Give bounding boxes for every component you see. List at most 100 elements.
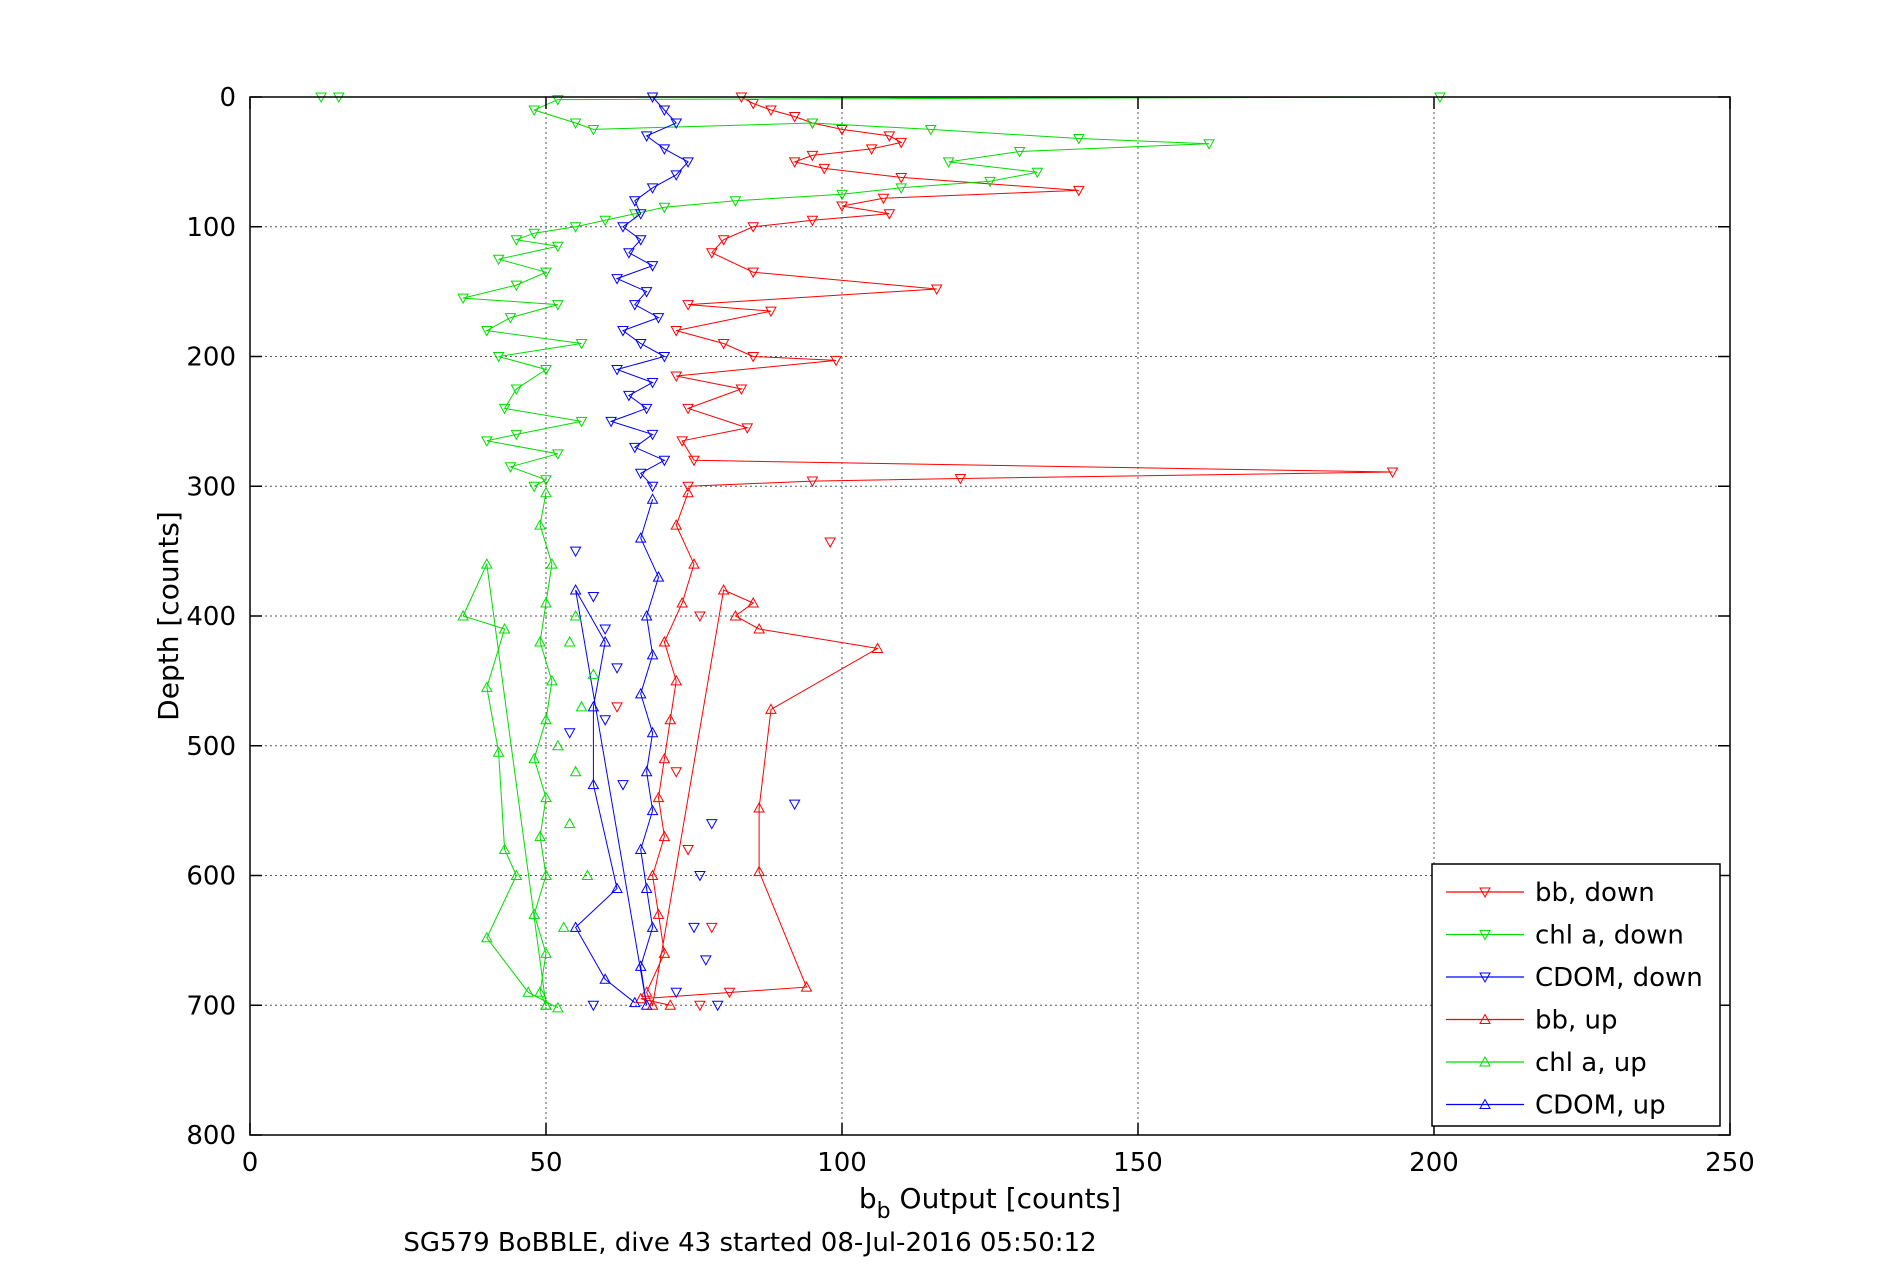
scatter-points-bb (611, 537, 837, 1012)
series-cdom-down (605, 92, 694, 493)
data-point (640, 403, 653, 415)
data-point (818, 163, 831, 175)
data-point (658, 352, 671, 363)
y-tick-label: 0 (219, 83, 236, 113)
data-point (658, 144, 671, 155)
x-axis-label-main: b (859, 1182, 877, 1215)
data-point (646, 999, 659, 1010)
data-point (528, 752, 541, 764)
data-point (540, 486, 552, 498)
data-point (634, 235, 647, 246)
data-point (646, 869, 659, 880)
data-point (806, 476, 819, 488)
data-point (510, 235, 523, 246)
data-point (788, 111, 801, 123)
series-line (574, 499, 660, 1006)
data-point (806, 215, 819, 227)
data-point (747, 352, 760, 363)
data-point (646, 648, 659, 660)
y-tick-label: 700 (186, 991, 236, 1021)
data-point (528, 908, 541, 919)
legend-entry-label: chl a, down (1535, 921, 1684, 951)
y-tick-label: 200 (186, 343, 236, 373)
data-point (492, 254, 505, 266)
data-point (599, 215, 612, 227)
data-point (569, 609, 582, 621)
data-point (658, 635, 671, 647)
series-cdom-up (569, 493, 665, 1010)
data-point (1013, 146, 1026, 158)
data-point (628, 300, 641, 311)
data-point (942, 157, 955, 168)
data-point (540, 713, 552, 725)
data-point (765, 105, 777, 117)
data-point (705, 248, 718, 259)
data-point (664, 999, 677, 1010)
data-point (457, 609, 469, 621)
data-point (1386, 467, 1399, 479)
data-point (646, 481, 659, 493)
data-point (569, 546, 582, 558)
data-layer (315, 92, 1446, 1013)
data-point (480, 436, 493, 447)
data-point (765, 306, 777, 318)
data-point (587, 700, 600, 712)
y-tick-label: 600 (186, 862, 236, 892)
data-point (670, 326, 683, 337)
data-point (954, 473, 967, 485)
y-tick-label: 500 (186, 732, 236, 762)
series-line (462, 492, 559, 1009)
data-point (717, 339, 730, 350)
data-point (646, 377, 659, 389)
data-point (652, 313, 665, 324)
data-point (581, 869, 594, 880)
data-point (457, 293, 469, 305)
data-point (753, 622, 765, 634)
data-point (628, 442, 641, 454)
legend-swatch-marker (1479, 887, 1491, 899)
data-point (599, 635, 612, 647)
data-point (694, 871, 706, 882)
series-line (609, 96, 689, 487)
data-point (634, 843, 647, 855)
x-tick-label: 150 (1113, 1148, 1163, 1178)
data-point (480, 931, 493, 943)
data-point (563, 728, 576, 739)
x-axis-label: bb Output [counts] (859, 1182, 1121, 1224)
data-point (646, 804, 659, 816)
data-point (658, 105, 671, 117)
x-axis-label-subscript: b (877, 1199, 891, 1224)
data-point (634, 992, 647, 1004)
data-point (676, 596, 689, 608)
caption: SG579 BoBBLE, dive 43 started 08-Jul-201… (403, 1228, 1096, 1258)
data-point (540, 947, 552, 958)
y-tick-label: 100 (186, 213, 236, 243)
y-tick-label: 300 (186, 472, 236, 502)
ticks: 0 50 100 150 200 250 0 100 200 300 400 500 600 700 800 (186, 83, 1754, 1178)
y-tick-label: 400 (186, 602, 236, 632)
legend-swatch-marker (1479, 1055, 1491, 1067)
data-point (551, 449, 564, 460)
data-point (480, 558, 493, 569)
data-point (611, 702, 623, 713)
data-point (788, 799, 801, 811)
legend-swatch-marker (1479, 1098, 1491, 1109)
x-tick-label: 200 (1409, 1148, 1459, 1178)
data-point (670, 118, 683, 129)
data-point (753, 865, 765, 877)
data-point (534, 830, 546, 842)
data-point (587, 124, 600, 136)
data-point (510, 280, 523, 292)
data-point (658, 830, 671, 842)
series-chl-a-up (457, 486, 564, 1013)
data-point (640, 131, 653, 142)
data-point (640, 999, 653, 1010)
data-point (836, 201, 848, 213)
data-point (670, 371, 683, 382)
data-point (480, 326, 493, 337)
data-point (599, 715, 612, 726)
data-point (611, 882, 623, 893)
legend-swatch-marker (1479, 1013, 1491, 1024)
